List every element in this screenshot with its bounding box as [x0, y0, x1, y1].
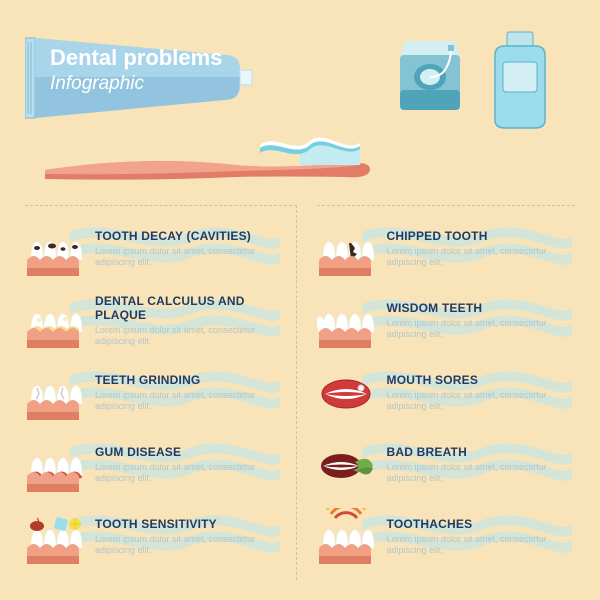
problem-body: Lorem ipsum dolor sit amet, consectetur … — [387, 534, 576, 557]
sores-icon — [317, 364, 375, 422]
left-column: TOOTH DECAY (CAVITIES) Lorem ipsum dolor … — [25, 205, 297, 580]
dental-floss-icon — [395, 35, 465, 115]
header: Dental problems Infographic — [25, 20, 575, 195]
problem-body: Lorem ipsum dolor sit amet, consectetur … — [95, 246, 284, 269]
right-column: CHIPPED TOOTH Lorem ipsum dolor sit amet,… — [317, 205, 576, 580]
toothaches-icon — [317, 508, 375, 566]
gum-icon — [25, 436, 83, 494]
problem-body: Lorem ipsum dolor sit amet, consectetur … — [95, 462, 284, 485]
problem-body: Lorem ipsum dolor sit amet, consectetur … — [387, 246, 576, 269]
problem-title: WISDOM TEETH — [387, 302, 576, 316]
header-title: Dental problems — [50, 45, 222, 71]
problem-text: TOOTH DECAY (CAVITIES) Lorem ipsum dolor … — [93, 230, 284, 268]
problem-title: MOUTH SORES — [387, 374, 576, 388]
sensitivity-icon — [25, 508, 83, 566]
problem-text: BAD BREATH Lorem ipsum dolor sit amet, co… — [385, 446, 576, 484]
problem-text: CHIPPED TOOTH Lorem ipsum dolor sit amet,… — [385, 230, 576, 268]
problem-item: WISDOM TEETH Lorem ipsum dolor sit amet, … — [317, 288, 576, 354]
problem-title: GUM DISEASE — [95, 446, 284, 460]
breath-icon — [317, 436, 375, 494]
decay-icon — [25, 220, 83, 278]
problem-item: TEETH GRINDING Lorem ipsum dolor sit amet… — [25, 360, 284, 426]
wisdom-icon — [317, 292, 375, 350]
problem-body: Lorem ipsum dolor sit amet, consectetur … — [387, 318, 576, 341]
problem-text: TOOTHACHES Lorem ipsum dolor sit amet, co… — [385, 518, 576, 556]
problem-text: TEETH GRINDING Lorem ipsum dolor sit amet… — [93, 374, 284, 412]
problem-item: TOOTH SENSITIVITY Lorem ipsum dolor sit a… — [25, 504, 284, 570]
infographic-canvas: Dental problems Infographic — [0, 0, 600, 600]
problem-text: GUM DISEASE Lorem ipsum dolor sit amet, c… — [93, 446, 284, 484]
problem-body: Lorem ipsum dolor sit amet, consectetur … — [387, 390, 576, 413]
problem-title: TOOTHACHES — [387, 518, 576, 532]
problems-columns: TOOTH DECAY (CAVITIES) Lorem ipsum dolor … — [25, 205, 575, 580]
toothbrush-icon — [45, 135, 375, 185]
calculus-icon — [25, 292, 83, 350]
problem-title: TOOTH DECAY (CAVITIES) — [95, 230, 284, 244]
grinding-icon — [25, 364, 83, 422]
problem-title: TEETH GRINDING — [95, 374, 284, 388]
problem-text: DENTAL CALCULUS AND PLAQUELorem ipsum do… — [93, 295, 284, 347]
problem-item: MOUTH SORES Lorem ipsum dolor sit amet, c… — [317, 360, 576, 426]
problem-item: GUM DISEASE Lorem ipsum dolor sit amet, c… — [25, 432, 284, 498]
problem-item: TOOTHACHES Lorem ipsum dolor sit amet, co… — [317, 504, 576, 570]
problem-item: DENTAL CALCULUS AND PLAQUELorem ipsum do… — [25, 288, 284, 354]
problem-text: WISDOM TEETH Lorem ipsum dolor sit amet, … — [385, 302, 576, 340]
problem-body: Lorem ipsum dolor sit amet, consectetur … — [95, 390, 284, 413]
header-subtitle: Infographic — [50, 73, 222, 95]
problem-body: Lorem ipsum dolor sit amet, consectetur … — [95, 325, 284, 348]
header-title-block: Dental problems Infographic — [50, 45, 222, 95]
problem-title: BAD BREATH — [387, 446, 576, 460]
problem-item: BAD BREATH Lorem ipsum dolor sit amet, co… — [317, 432, 576, 498]
problem-body: Lorem ipsum dolor sit amet, consectetur … — [95, 534, 284, 557]
problem-title: DENTAL CALCULUS AND PLAQUE — [95, 295, 284, 323]
problem-body: Lorem ipsum dolor sit amet, consectetur … — [387, 462, 576, 485]
mouthwash-icon — [485, 30, 555, 130]
problem-text: MOUTH SORES Lorem ipsum dolor sit amet, c… — [385, 374, 576, 412]
problem-text: TOOTH SENSITIVITY Lorem ipsum dolor sit a… — [93, 518, 284, 556]
problem-title: TOOTH SENSITIVITY — [95, 518, 284, 532]
problem-item: TOOTH DECAY (CAVITIES) Lorem ipsum dolor … — [25, 216, 284, 282]
chipped-icon — [317, 220, 375, 278]
problem-item: CHIPPED TOOTH Lorem ipsum dolor sit amet,… — [317, 216, 576, 282]
problem-title: CHIPPED TOOTH — [387, 230, 576, 244]
